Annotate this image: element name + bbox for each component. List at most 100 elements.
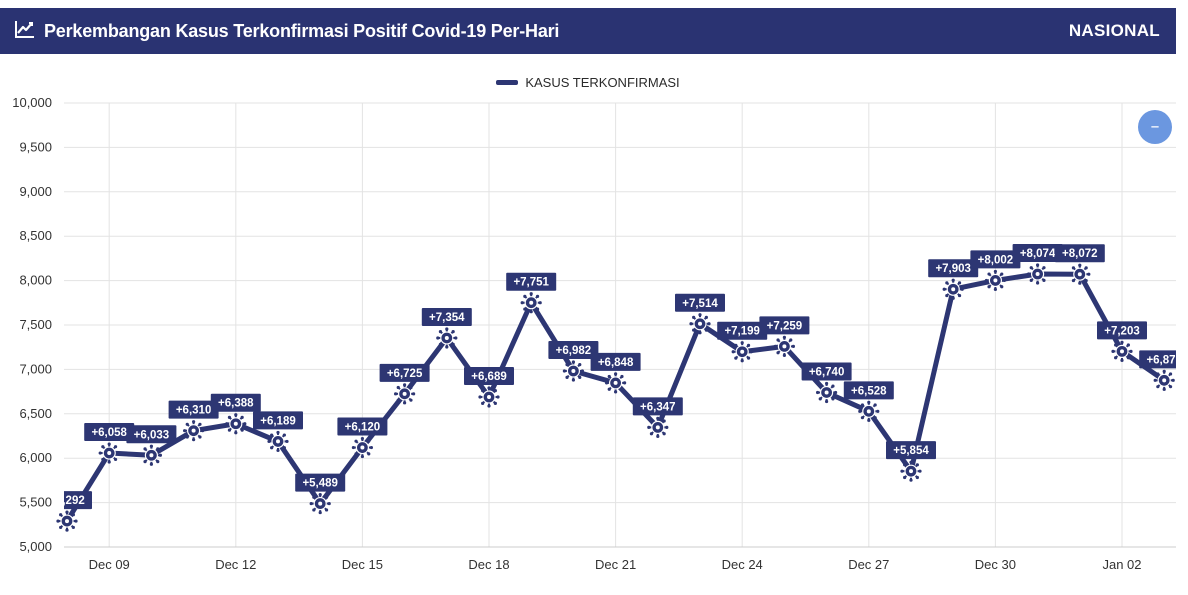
data-label: +6,120 bbox=[337, 417, 388, 436]
y-tick-label: 8,500 bbox=[19, 228, 52, 243]
virus-marker-icon[interactable] bbox=[394, 383, 416, 405]
data-label: +6,725 bbox=[379, 363, 430, 382]
y-tick-label: 5,000 bbox=[19, 539, 52, 554]
data-label: +6,310 bbox=[168, 400, 219, 419]
data-label-text: +6,528 bbox=[851, 385, 887, 397]
y-tick-label: 8,000 bbox=[19, 273, 52, 288]
data-label-text: +7,203 bbox=[1104, 325, 1140, 337]
virus-marker-icon[interactable] bbox=[183, 420, 205, 442]
legend-swatch bbox=[496, 80, 519, 85]
chart-title: Perkembangan Kasus Terkonfirmasi Positif… bbox=[44, 20, 560, 41]
virus-marker-icon[interactable] bbox=[731, 341, 753, 363]
chart-legend[interactable]: KASUS TERKONFIRMASI bbox=[0, 75, 1176, 90]
y-tick-label: 10,000 bbox=[12, 95, 52, 110]
data-label: +5,292 bbox=[49, 491, 92, 510]
virus-marker-icon[interactable] bbox=[267, 430, 289, 453]
region-label: NASIONAL bbox=[1068, 21, 1160, 40]
data-label-text: +8,002 bbox=[978, 254, 1014, 266]
virus-marker-icon[interactable] bbox=[520, 292, 542, 314]
virus-marker-icon[interactable] bbox=[984, 269, 1007, 292]
virus-marker-icon[interactable] bbox=[98, 442, 120, 464]
data-label: +8,002 bbox=[970, 250, 1021, 269]
virus-marker-icon[interactable] bbox=[647, 416, 669, 438]
data-label-text: +6,347 bbox=[640, 401, 676, 413]
data-label: +6,982 bbox=[548, 340, 599, 359]
virus-marker-icon[interactable] bbox=[140, 444, 162, 466]
virus-marker-icon[interactable] bbox=[942, 278, 964, 300]
virus-marker-icon[interactable] bbox=[351, 436, 373, 459]
y-tick-label: 9,500 bbox=[19, 139, 52, 154]
virus-marker-icon[interactable] bbox=[1111, 340, 1133, 362]
y-tick-label: 6,500 bbox=[19, 406, 52, 421]
data-label-text: +6,058 bbox=[91, 427, 127, 439]
y-tick-label: 9,000 bbox=[19, 184, 52, 199]
data-label-text: +6,388 bbox=[218, 398, 254, 410]
virus-marker-icon[interactable] bbox=[1069, 263, 1091, 285]
legend-label: KASUS TERKONFIRMASI bbox=[525, 75, 680, 90]
data-label: +7,259 bbox=[759, 316, 810, 335]
data-label-text: +5,292 bbox=[49, 495, 85, 507]
data-label: +7,354 bbox=[421, 307, 472, 326]
data-label-text: +6,189 bbox=[260, 415, 296, 427]
data-label-text: +7,354 bbox=[429, 312, 465, 324]
virus-marker-icon[interactable] bbox=[858, 400, 880, 422]
y-tick-label: 7,000 bbox=[19, 361, 52, 376]
data-label: +5,489 bbox=[295, 473, 346, 492]
chart-header: Perkembangan Kasus Terkonfirmasi Positif… bbox=[0, 8, 1176, 54]
virus-marker-icon[interactable] bbox=[225, 413, 247, 435]
x-tick-label: Dec 21 bbox=[595, 557, 636, 572]
data-label-text: +6,740 bbox=[809, 366, 845, 378]
data-label: +7,903 bbox=[928, 259, 979, 278]
data-label: +7,203 bbox=[1097, 321, 1147, 340]
virus-marker-icon[interactable] bbox=[1153, 369, 1175, 391]
data-label-text: +6,310 bbox=[176, 405, 212, 417]
data-label-text: +7,751 bbox=[513, 277, 549, 289]
data-label-text: +6,877 bbox=[1146, 354, 1182, 366]
virus-marker-icon[interactable] bbox=[56, 510, 78, 532]
y-tick-label: 5,500 bbox=[19, 495, 52, 510]
x-tick-label: Dec 15 bbox=[342, 557, 383, 572]
data-label-text: +6,120 bbox=[345, 422, 381, 434]
data-label-text: +5,854 bbox=[893, 445, 929, 457]
virus-marker-icon[interactable] bbox=[773, 335, 796, 358]
virus-marker-icon[interactable] bbox=[478, 386, 500, 408]
y-tick-label: 6,000 bbox=[19, 450, 52, 465]
data-label-text: +6,033 bbox=[134, 429, 170, 441]
data-label: +6,058 bbox=[84, 423, 135, 442]
virus-marker-icon[interactable] bbox=[689, 313, 711, 335]
data-label: +7,514 bbox=[675, 293, 725, 312]
virus-marker-icon[interactable] bbox=[309, 492, 331, 515]
data-label: +6,528 bbox=[843, 381, 894, 400]
data-label-text: +6,689 bbox=[471, 371, 507, 383]
data-label-text: +8,072 bbox=[1062, 248, 1098, 260]
x-tick-label: Jan 02 bbox=[1102, 557, 1141, 572]
data-label-text: +7,903 bbox=[935, 263, 971, 275]
virus-marker-icon[interactable] bbox=[816, 381, 838, 404]
data-label-text: +8,074 bbox=[1020, 248, 1056, 260]
data-label: +6,388 bbox=[210, 393, 261, 412]
data-label-text: +6,725 bbox=[387, 368, 423, 380]
virus-marker-icon[interactable] bbox=[1027, 263, 1049, 285]
virus-marker-icon[interactable] bbox=[605, 372, 627, 394]
data-label: +6,848 bbox=[590, 352, 641, 371]
x-tick-label: Dec 27 bbox=[848, 557, 889, 572]
data-label-text: +7,259 bbox=[767, 320, 803, 332]
x-tick-label: Dec 12 bbox=[215, 557, 256, 572]
data-label-text: +5,489 bbox=[302, 478, 338, 490]
data-label: +6,347 bbox=[632, 397, 683, 416]
virus-marker-icon[interactable] bbox=[436, 327, 458, 349]
x-tick-label: Dec 30 bbox=[975, 557, 1016, 572]
virus-marker-icon[interactable] bbox=[900, 460, 922, 482]
virus-marker-icon[interactable] bbox=[562, 360, 585, 382]
y-tick-label: 7,500 bbox=[19, 317, 52, 332]
line-chart-icon bbox=[14, 19, 36, 44]
header-title-group: Perkembangan Kasus Terkonfirmasi Positif… bbox=[14, 19, 559, 44]
data-label: +8,074 bbox=[1012, 244, 1063, 263]
data-label: +7,751 bbox=[506, 272, 557, 291]
x-tick-label: Dec 24 bbox=[722, 557, 763, 572]
zoom-out-button[interactable]: – bbox=[1138, 110, 1172, 144]
data-label: +6,740 bbox=[801, 362, 852, 381]
data-label-text: +7,199 bbox=[724, 326, 760, 338]
data-label: +8,072 bbox=[1054, 244, 1105, 263]
